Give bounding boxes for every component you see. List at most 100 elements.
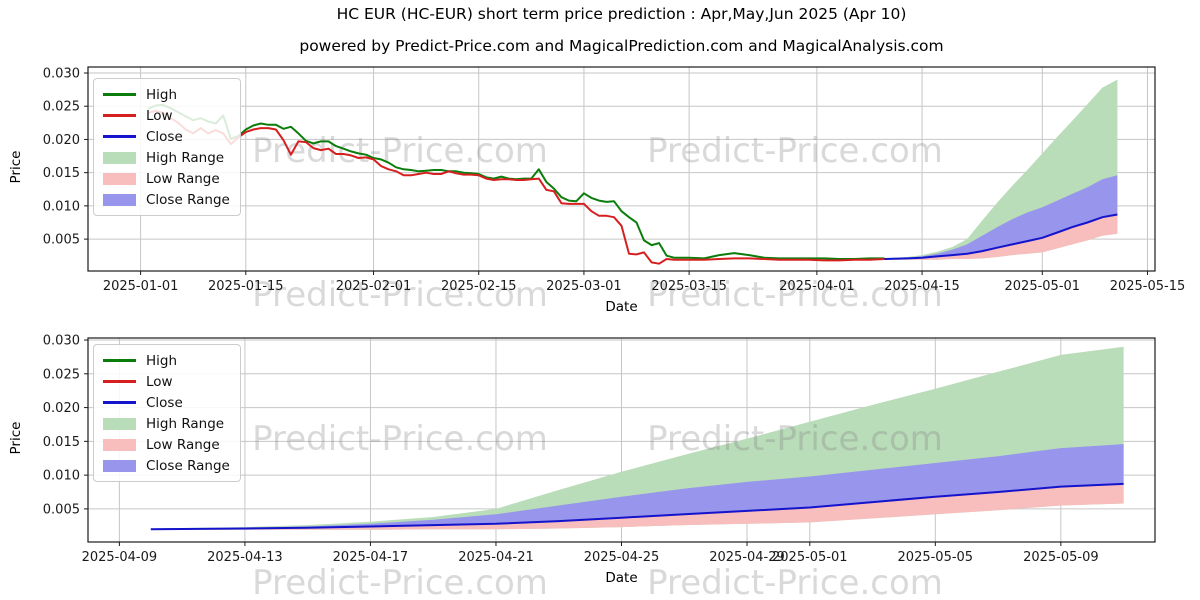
close-range-swatch <box>103 459 136 472</box>
legend-item-close: Close <box>103 126 230 147</box>
close-line <box>150 482 1124 531</box>
high-line <box>147 103 885 260</box>
legend-label-low: Low <box>146 373 173 390</box>
legend-item-high: High <box>103 350 230 371</box>
x-tick-label: 2025-03-01 <box>546 279 622 294</box>
legend-label-close-range: Close Range <box>146 457 230 474</box>
watermark-text: Predict-Price.com <box>252 419 548 459</box>
close-line <box>884 213 1118 260</box>
y-tick-label: 0.020 <box>43 133 80 148</box>
watermark-text: Predict-Price.com <box>252 275 548 315</box>
close-range-swatch <box>103 193 136 206</box>
y-tick-label: 0.005 <box>43 233 80 248</box>
x-tick-label: 2025-04-01 <box>779 279 855 294</box>
figure-subtitle: powered by Predict-Price.com and Magical… <box>299 37 944 55</box>
legend-label-low-range: Low Range <box>146 436 220 453</box>
y-tick-label: 0.015 <box>43 435 80 450</box>
legend-item-close-range: Close Range <box>103 189 230 210</box>
watermark-text: Predict-Price.com <box>252 563 548 600</box>
x-tick-label: 2025-04-29 <box>709 550 785 565</box>
y-tick-label: 0.025 <box>43 367 80 382</box>
watermark-text: Predict-Price.com <box>647 563 943 600</box>
x-tick-label: 2025-04-09 <box>82 550 158 565</box>
layer-fg0: 2025-01-01 2025-01-15 2025-02-01 2025-02-15… <box>43 66 1185 294</box>
y-axis-label-bottom: Price <box>8 421 24 455</box>
figure-title: HC EUR (HC-EUR) short term price predict… <box>336 5 907 23</box>
layer-bands1 <box>150 346 1124 530</box>
low-range-swatch <box>103 438 136 451</box>
legend-top: High Low Close High Range Low Range Clos… <box>93 78 241 216</box>
y-tick-label: 0.025 <box>43 100 80 115</box>
x-axis-label-top: Date <box>605 299 638 315</box>
y-tick-label: 0.010 <box>43 199 80 214</box>
x-tick-label: 2025-05-05 <box>898 550 974 565</box>
legend-item-low: Low <box>103 105 230 126</box>
y-tick-label: 0.030 <box>43 66 80 81</box>
legend-item-low-range: Low Range <box>103 434 230 455</box>
x-tick-label: 2025-02-01 <box>336 279 412 294</box>
x-tick-label: 2025-04-13 <box>207 550 283 565</box>
legend-item-high-range: High Range <box>103 147 230 168</box>
y-tick-label: 0.015 <box>43 166 80 181</box>
x-tick-label: 2025-05-09 <box>1023 550 1099 565</box>
layer-wm: Predict-Price.com Predict-Price.com Predic… <box>252 131 943 600</box>
legend-label-low-range: Low Range <box>146 170 220 187</box>
legend-bottom: High Low Close High Range Low Range Clos… <box>93 344 241 482</box>
legend-label-close-range: Close Range <box>146 191 230 208</box>
low-line-swatch <box>103 380 136 383</box>
x-tick-label: 2025-05-15 <box>1110 279 1186 294</box>
x-axis-label-bottom: Date <box>605 570 638 586</box>
high-range-swatch <box>103 151 136 164</box>
legend-item-low: Low <box>103 371 230 392</box>
low-line <box>147 109 885 265</box>
x-tick-label: 2025-01-15 <box>208 279 284 294</box>
y-tick-label: 0.020 <box>43 401 80 416</box>
watermark-text: Predict-Price.com <box>647 275 943 315</box>
legend-label-high: High <box>146 352 178 369</box>
low-range-swatch <box>103 172 136 185</box>
watermark-text: Predict-Price.com <box>252 131 548 171</box>
legend-item-high: High <box>103 84 230 105</box>
plot-frame <box>87 66 1156 272</box>
legend-label-high-range: High Range <box>146 415 225 432</box>
high-line-swatch <box>103 93 136 96</box>
layer-grid0 <box>88 67 1155 271</box>
layer-bands0 <box>884 79 1118 260</box>
x-tick-label: 2025-04-21 <box>458 550 534 565</box>
close-range-band <box>150 444 1124 530</box>
legend-label-high: High <box>146 86 178 103</box>
watermark-text: Predict-Price.com <box>647 419 943 459</box>
y-tick-label: 0.010 <box>43 469 80 484</box>
legend-label-close: Close <box>146 128 183 145</box>
legend-label-low: Low <box>146 107 173 124</box>
x-tick-label: 2025-04-15 <box>884 279 960 294</box>
legend-item-low-range: Low Range <box>103 168 230 189</box>
low-range-band <box>884 214 1118 260</box>
legend-item-close-range: Close Range <box>103 455 230 476</box>
legend-item-close: Close <box>103 392 230 413</box>
layer-fg1: 2025-04-09 2025-04-13 2025-04-17 2025-04-21… <box>43 334 1156 565</box>
x-tick-label: 2025-01-01 <box>103 279 179 294</box>
x-tick-label: 2025-05-01 <box>1005 279 1081 294</box>
legend-label-close: Close <box>146 394 183 411</box>
low-range-band <box>150 483 1124 530</box>
y-tick-label: 0.030 <box>43 334 80 349</box>
close-line-swatch <box>103 135 136 138</box>
x-tick-label: 2025-03-15 <box>651 279 727 294</box>
legend-label-high-range: High Range <box>146 149 225 166</box>
x-tick-label: 2025-04-17 <box>333 550 409 565</box>
y-tick-label: 0.005 <box>43 502 80 517</box>
x-tick-label: 2025-02-15 <box>441 279 517 294</box>
low-line-swatch <box>103 114 136 117</box>
y-axis-label-top: Price <box>8 150 24 184</box>
high-range-swatch <box>103 417 136 430</box>
x-tick-label: 2025-04-25 <box>584 550 660 565</box>
legend-item-high-range: High Range <box>103 413 230 434</box>
close-line-swatch <box>103 401 136 404</box>
high-line-swatch <box>103 359 136 362</box>
watermark-text: Predict-Price.com <box>647 131 943 171</box>
x-tick-label: 2025-05-01 <box>772 550 848 565</box>
close-range-band <box>884 175 1118 259</box>
